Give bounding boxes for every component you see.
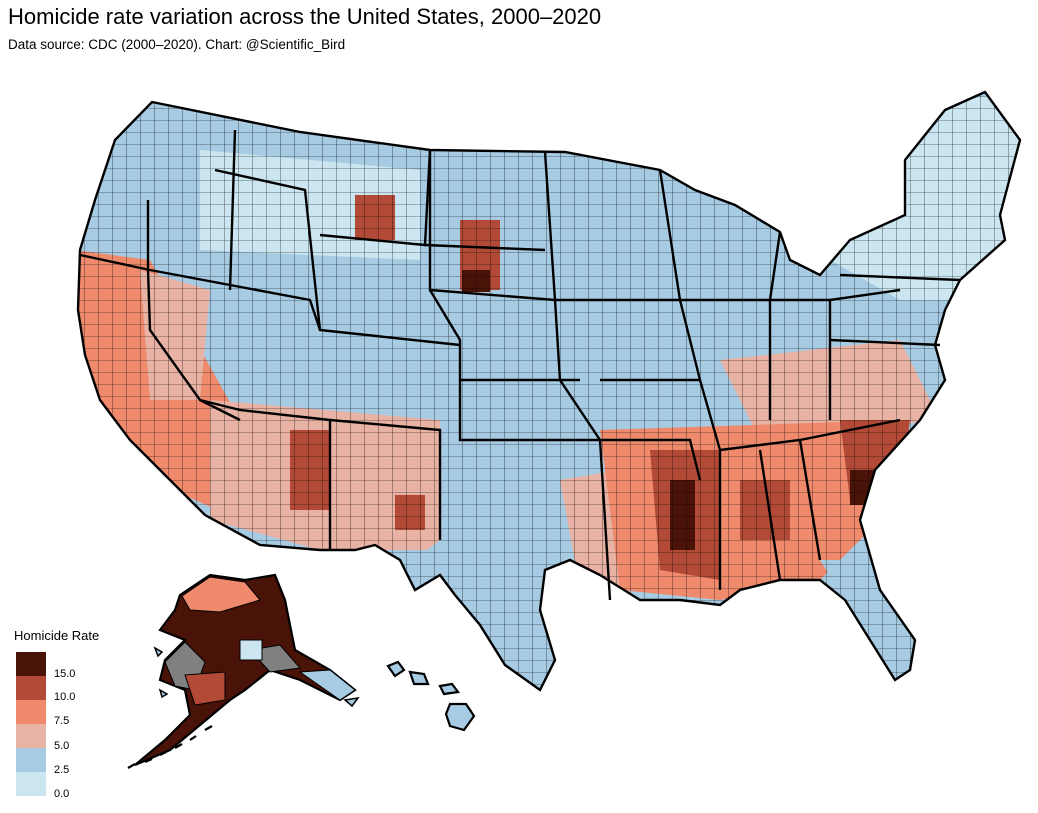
alaska-landmass: [134, 573, 357, 767]
state-borders: [76, 90, 1022, 692]
aleutian-islands: [127, 725, 213, 769]
alaska-southwest-high: [184, 671, 226, 706]
hawaii-oahu: [408, 670, 430, 686]
legend-label-5: 5.0: [54, 740, 70, 752]
alaska-panhandle: [298, 669, 356, 701]
alaska-interior-light: [239, 639, 263, 661]
legend-swatch-7-5: [16, 700, 46, 724]
legend-swatch-2-5: [16, 748, 46, 772]
legend-swatch-10: [16, 676, 46, 700]
map-legend: Homicide Rate 15.0 10.0 7.5 5.0 2.5 0.0: [14, 628, 124, 806]
hawaii-big-island: [444, 702, 476, 732]
hawaii-kauai: [386, 660, 406, 678]
alaska-north-slope: [181, 576, 261, 613]
legend-label-10: 10.0: [54, 691, 76, 703]
legend-label-15: 15.0: [54, 668, 76, 680]
legend-swatch-5: [16, 724, 46, 748]
legend-label-2-5: 2.5: [54, 764, 70, 776]
hawaii-map: [386, 660, 476, 732]
alaska-small-islands: [153, 646, 360, 708]
page-title: Homicide rate variation across the Unite…: [8, 4, 602, 29]
hawaii-maui-group: [438, 682, 460, 696]
legend-label-7-5: 7.5: [54, 715, 70, 727]
legend-swatch-0: [16, 772, 46, 796]
alaska-map: [127, 573, 360, 769]
legend-label-0: 0.0: [54, 788, 70, 800]
legend-swatch-15: [16, 652, 46, 676]
legend-title: Homicide Rate: [14, 628, 100, 643]
page-subtitle: Data source: CDC (2000–2020). Chart: @Sc…: [8, 37, 346, 52]
